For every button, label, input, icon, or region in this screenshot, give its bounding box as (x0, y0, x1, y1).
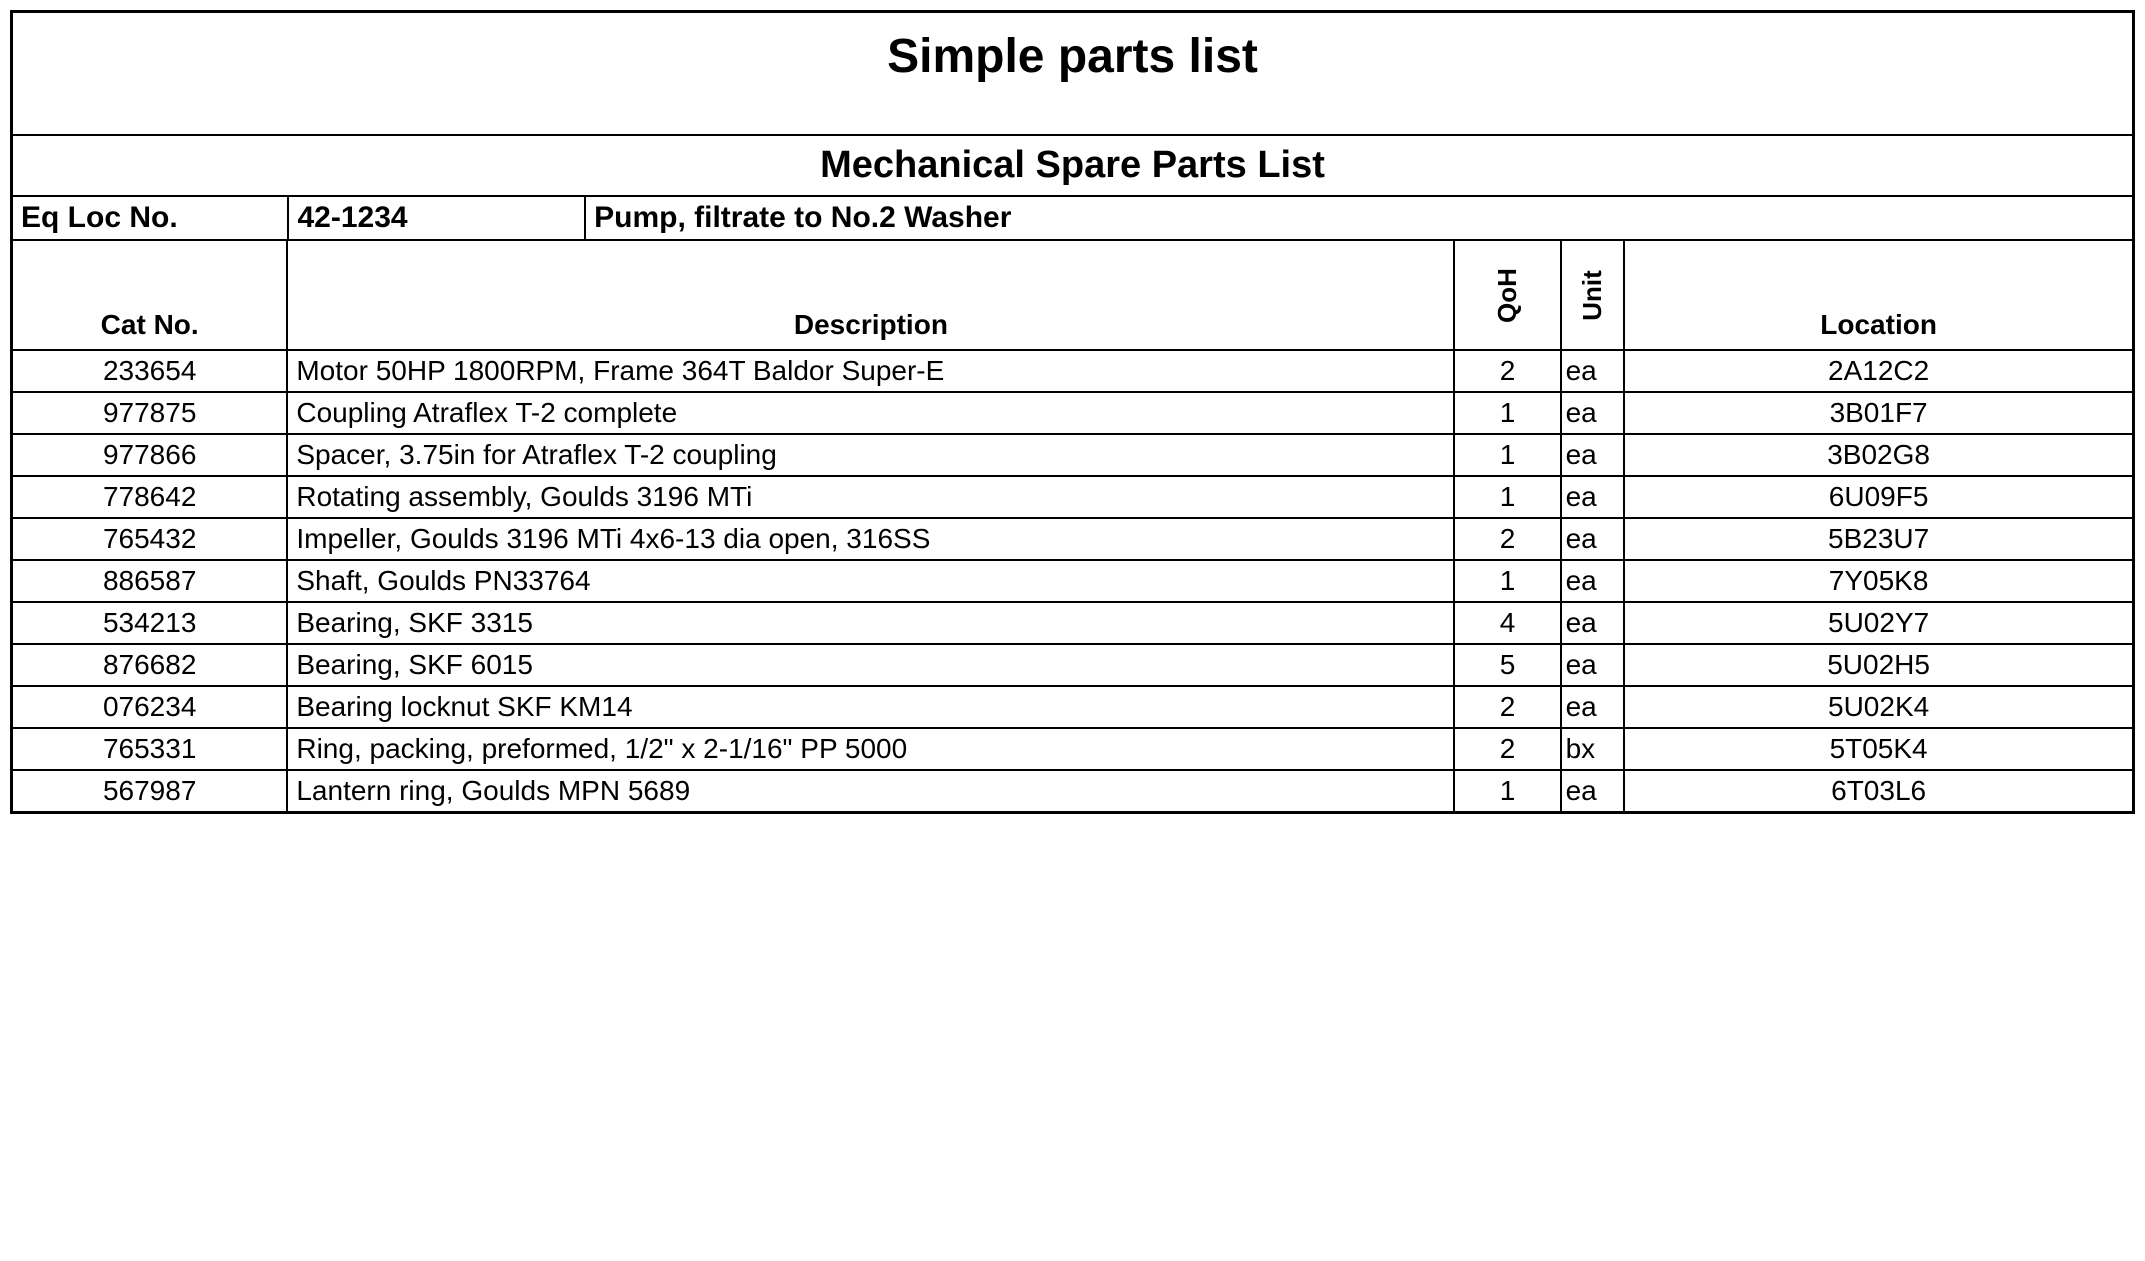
cell-catno: 534213 (12, 602, 288, 644)
cell-qoh: 1 (1454, 392, 1560, 434)
cell-location: 5T05K4 (1624, 728, 2133, 770)
cell-unit: ea (1561, 518, 1625, 560)
cell-description: Rotating assembly, Goulds 3196 MTi (287, 476, 1454, 518)
cell-unit: ea (1561, 686, 1625, 728)
cell-location: 5U02Y7 (1624, 602, 2133, 644)
cell-location: 5U02K4 (1624, 686, 2133, 728)
cell-qoh: 5 (1454, 644, 1560, 686)
cell-location: 6U09F5 (1624, 476, 2133, 518)
table-row: 567987Lantern ring, Goulds MPN 56891ea6T… (12, 770, 2134, 813)
eq-loc-description: Pump, filtrate to No.2 Washer (585, 197, 2132, 239)
table-row: 765331Ring, packing, preformed, 1/2" x 2… (12, 728, 2134, 770)
cell-description: Shaft, Goulds PN33764 (287, 560, 1454, 602)
cell-description: Lantern ring, Goulds MPN 5689 (287, 770, 1454, 813)
col-header-location: Location (1624, 240, 2133, 350)
cell-location: 6T03L6 (1624, 770, 2133, 813)
col-header-qoh: QoH (1454, 240, 1560, 350)
cell-catno: 567987 (12, 770, 288, 813)
cell-description: Spacer, 3.75in for Atraflex T-2 coupling (287, 434, 1454, 476)
cell-catno: 233654 (12, 350, 288, 392)
equipment-wrapper: Eq Loc No. 42-1234 Pump, filtrate to No.… (12, 196, 2134, 240)
cell-unit: ea (1561, 392, 1625, 434)
cell-unit: ea (1561, 434, 1625, 476)
table-row: 977866Spacer, 3.75in for Atraflex T-2 co… (12, 434, 2134, 476)
cell-location: 7Y05K8 (1624, 560, 2133, 602)
cell-qoh: 2 (1454, 518, 1560, 560)
cell-location: 3B01F7 (1624, 392, 2133, 434)
sub-title: Mechanical Spare Parts List (12, 135, 2134, 196)
cell-catno: 977875 (12, 392, 288, 434)
table-row: 977875Coupling Atraflex T-2 complete1ea3… (12, 392, 2134, 434)
cell-unit: ea (1561, 602, 1625, 644)
cell-catno: 977866 (12, 434, 288, 476)
table-row: 886587Shaft, Goulds PN337641ea7Y05K8 (12, 560, 2134, 602)
eq-loc-number: 42-1234 (288, 197, 585, 239)
parts-list-container: Simple parts list Mechanical Spare Parts… (10, 10, 2135, 814)
cell-location: 5B23U7 (1624, 518, 2133, 560)
cell-description: Motor 50HP 1800RPM, Frame 364T Baldor Su… (287, 350, 1454, 392)
table-row: 876682Bearing, SKF 60155ea5U02H5 (12, 644, 2134, 686)
col-header-qoh-text: QoH (1492, 268, 1523, 323)
cell-unit: ea (1561, 560, 1625, 602)
main-title: Simple parts list (12, 12, 2134, 136)
cell-description: Impeller, Goulds 3196 MTi 4x6-13 dia ope… (287, 518, 1454, 560)
cell-qoh: 2 (1454, 686, 1560, 728)
cell-location: 3B02G8 (1624, 434, 2133, 476)
cell-qoh: 1 (1454, 476, 1560, 518)
parts-list-table: Simple parts list Mechanical Spare Parts… (10, 10, 2135, 814)
eq-loc-label: Eq Loc No. (13, 197, 288, 239)
cell-unit: ea (1561, 644, 1625, 686)
equipment-row: Eq Loc No. 42-1234 Pump, filtrate to No.… (12, 196, 2134, 240)
cell-catno: 886587 (12, 560, 288, 602)
cell-qoh: 1 (1454, 434, 1560, 476)
title-row: Simple parts list (12, 12, 2134, 136)
cell-qoh: 4 (1454, 602, 1560, 644)
cell-unit: ea (1561, 770, 1625, 813)
cell-description: Coupling Atraflex T-2 complete (287, 392, 1454, 434)
col-header-catno: Cat No. (12, 240, 288, 350)
cell-qoh: 2 (1454, 350, 1560, 392)
cell-catno: 076234 (12, 686, 288, 728)
table-row: 778642Rotating assembly, Goulds 3196 MTi… (12, 476, 2134, 518)
cell-description: Ring, packing, preformed, 1/2" x 2-1/16"… (287, 728, 1454, 770)
table-row: 534213Bearing, SKF 33154ea5U02Y7 (12, 602, 2134, 644)
subtitle-row: Mechanical Spare Parts List (12, 135, 2134, 196)
table-row: 076234Bearing locknut SKF KM142ea5U02K4 (12, 686, 2134, 728)
cell-catno: 765432 (12, 518, 288, 560)
table-row: 765432Impeller, Goulds 3196 MTi 4x6-13 d… (12, 518, 2134, 560)
cell-location: 5U02H5 (1624, 644, 2133, 686)
table-row: 233654Motor 50HP 1800RPM, Frame 364T Bal… (12, 350, 2134, 392)
cell-qoh: 1 (1454, 560, 1560, 602)
cell-location: 2A12C2 (1624, 350, 2133, 392)
cell-unit: ea (1561, 476, 1625, 518)
col-header-unit-text: Unit (1577, 270, 1608, 321)
cell-unit: ea (1561, 350, 1625, 392)
cell-description: Bearing locknut SKF KM14 (287, 686, 1454, 728)
cell-catno: 876682 (12, 644, 288, 686)
cell-catno: 765331 (12, 728, 288, 770)
cell-qoh: 1 (1454, 770, 1560, 813)
col-header-description: Description (287, 240, 1454, 350)
cell-unit: bx (1561, 728, 1625, 770)
column-header-row: Cat No. Description QoH Unit Location (12, 240, 2134, 350)
cell-catno: 778642 (12, 476, 288, 518)
cell-qoh: 2 (1454, 728, 1560, 770)
cell-description: Bearing, SKF 6015 (287, 644, 1454, 686)
data-rows-body: 233654Motor 50HP 1800RPM, Frame 364T Bal… (12, 350, 2134, 813)
col-header-unit: Unit (1561, 240, 1625, 350)
cell-description: Bearing, SKF 3315 (287, 602, 1454, 644)
